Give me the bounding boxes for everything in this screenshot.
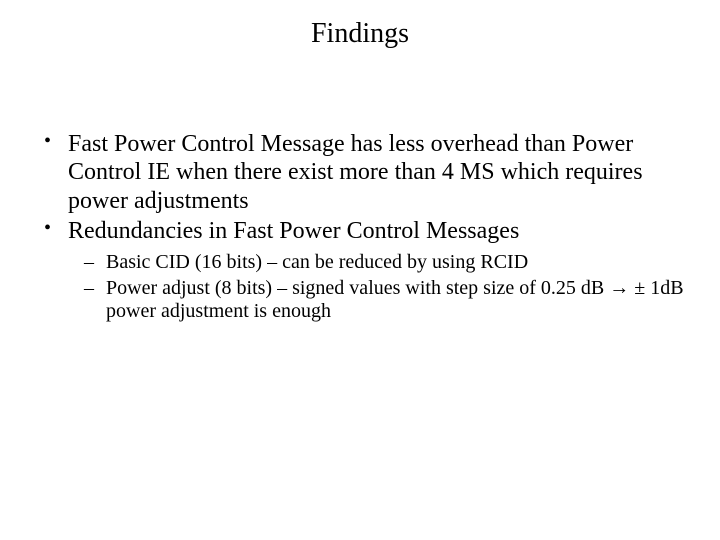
sub-bullet-text: Power adjust (8 bits) – signed values wi…	[106, 277, 684, 323]
bullet-text: Redundancies in Fast Power Control Messa…	[68, 218, 519, 244]
list-item: Redundancies in Fast Power Control Messa…	[38, 217, 690, 324]
list-item: Power adjust (8 bits) – signed values wi…	[68, 277, 690, 324]
slide-body: Fast Power Control Message has less over…	[38, 130, 690, 326]
slide-title: Findings	[0, 0, 720, 50]
list-item: Fast Power Control Message has less over…	[38, 130, 690, 215]
bullet-list: Fast Power Control Message has less over…	[38, 130, 690, 324]
sub-bullet-text: Basic CID (16 bits) – can be reduced by …	[106, 251, 528, 273]
slide: Findings Fast Power Control Message has …	[0, 0, 720, 540]
sub-bullet-list: Basic CID (16 bits) – can be reduced by …	[68, 251, 690, 324]
bullet-text: Fast Power Control Message has less over…	[68, 131, 643, 214]
list-item: Basic CID (16 bits) – can be reduced by …	[68, 251, 690, 275]
